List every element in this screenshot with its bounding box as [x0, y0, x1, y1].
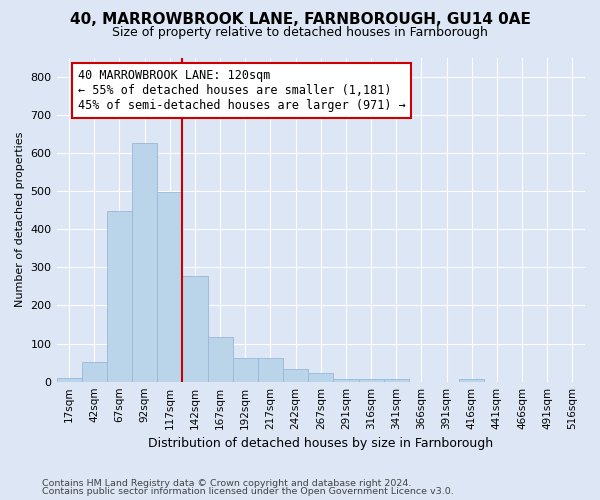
- Text: 40, MARROWBROOK LANE, FARNBOROUGH, GU14 0AE: 40, MARROWBROOK LANE, FARNBOROUGH, GU14 …: [70, 12, 530, 28]
- Text: Contains public sector information licensed under the Open Government Licence v3: Contains public sector information licen…: [42, 487, 454, 496]
- Bar: [233, 358, 258, 382]
- Bar: [334, 378, 359, 382]
- Bar: [132, 144, 157, 382]
- Text: 40 MARROWBROOK LANE: 120sqm
← 55% of detached houses are smaller (1,181)
45% of : 40 MARROWBROOK LANE: 120sqm ← 55% of det…: [77, 69, 406, 112]
- Bar: [258, 358, 283, 382]
- Bar: [359, 380, 383, 382]
- Y-axis label: Number of detached properties: Number of detached properties: [15, 132, 25, 308]
- Bar: [56, 378, 82, 382]
- Bar: [459, 378, 484, 382]
- Bar: [383, 380, 409, 382]
- X-axis label: Distribution of detached houses by size in Farnborough: Distribution of detached houses by size …: [148, 437, 493, 450]
- Text: Size of property relative to detached houses in Farnborough: Size of property relative to detached ho…: [112, 26, 488, 39]
- Bar: [208, 337, 233, 382]
- Bar: [308, 374, 334, 382]
- Bar: [283, 369, 308, 382]
- Bar: [182, 276, 208, 382]
- Text: Contains HM Land Registry data © Crown copyright and database right 2024.: Contains HM Land Registry data © Crown c…: [42, 478, 412, 488]
- Bar: [82, 362, 107, 382]
- Bar: [107, 211, 132, 382]
- Bar: [157, 192, 182, 382]
